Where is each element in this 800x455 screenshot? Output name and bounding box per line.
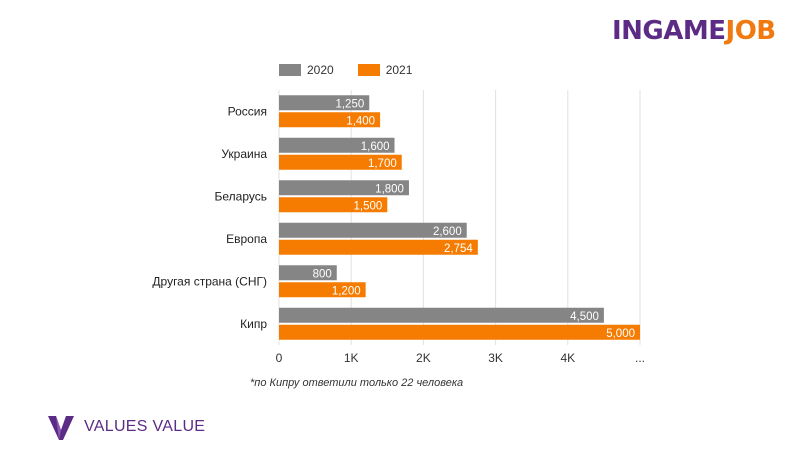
logo-text-ingame: INGAME: [612, 16, 726, 46]
bar-2021: [279, 154, 402, 170]
footnote: *по Кипру ответили только 22 человека: [250, 377, 464, 389]
bar-2021: [279, 197, 388, 213]
category-label: Россия: [228, 104, 267, 118]
bar-2021: [279, 112, 381, 128]
category-label: Другая страна (СНГ): [152, 274, 267, 288]
x-tick-label: 1K: [344, 351, 359, 365]
x-tick-label: 4K: [560, 351, 575, 365]
legend-item-2020: 2020: [279, 63, 334, 77]
data-label: 1,700: [368, 158, 397, 170]
bar-2020: [279, 137, 395, 153]
data-label: 1,200: [332, 285, 361, 297]
legend-label-2021: 2021: [385, 63, 413, 77]
values-value-logo: VALUES VALUE: [46, 412, 205, 442]
chart-legend: 2020 2021: [279, 63, 436, 77]
x-tick-label: 0: [276, 351, 283, 365]
data-label: 1,500: [354, 200, 383, 212]
bar-2020: [279, 222, 467, 238]
values-value-mark-icon: [48, 416, 74, 440]
data-label: 2,600: [433, 226, 462, 238]
legend-label-2020: 2020: [307, 63, 334, 77]
data-label: 1,600: [361, 141, 390, 153]
data-label: 1,800: [375, 183, 404, 195]
bar-2021: [279, 239, 478, 255]
logo-text-job: JOB: [725, 16, 777, 46]
bar-2020: [279, 180, 409, 196]
bar-2020: [279, 307, 604, 323]
data-label: 5,000: [606, 328, 635, 340]
x-tick-label: 2K: [416, 351, 431, 365]
data-label: 800: [313, 268, 332, 280]
bar-2020: [279, 265, 337, 281]
legend-item-2021: 2021: [357, 63, 413, 77]
category-label: Кипр: [240, 317, 267, 331]
bar-2020: [279, 95, 370, 111]
company-name: VALUES VALUE: [84, 418, 206, 435]
ingamejob-logo: INGAMEJOB: [612, 16, 776, 46]
x-tick-label: ...: [635, 351, 645, 365]
category-label: Беларусь: [215, 189, 267, 203]
bar-2021: [279, 282, 366, 298]
category-label: Украина: [221, 147, 267, 161]
data-label: 2,754: [444, 243, 473, 255]
legend-swatch-2020: [279, 64, 301, 76]
data-label: 4,500: [570, 311, 599, 323]
data-label: 1,400: [346, 115, 375, 127]
category-label: Европа: [226, 232, 267, 246]
data-label: 1,250: [335, 98, 364, 110]
bar-2021: [279, 324, 640, 340]
legend-swatch-2021: [357, 64, 380, 76]
x-tick-label: 3K: [488, 351, 503, 365]
